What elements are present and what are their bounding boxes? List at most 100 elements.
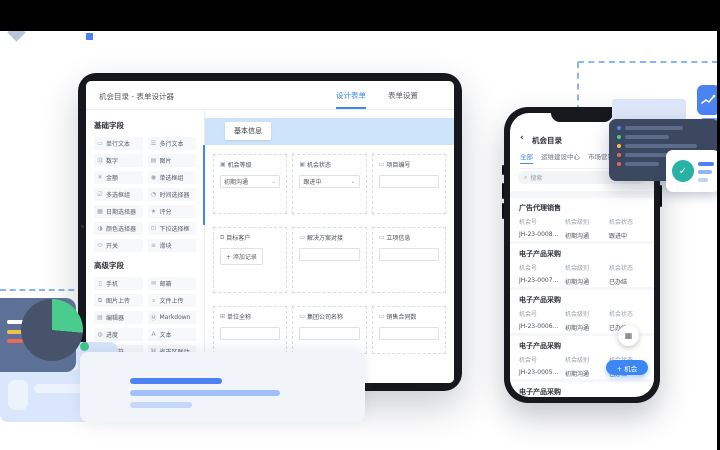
tab-design-form[interactable]: 设计表单 <box>336 91 366 109</box>
field-item-label: 编辑器 <box>106 315 125 322</box>
tab-ops-center[interactable]: 运维建设中心 <box>541 153 580 161</box>
decor-text-bar <box>130 378 222 384</box>
decor-bar <box>625 162 659 166</box>
field-library-item[interactable]: ✉ 邮箱 <box>147 277 196 290</box>
add-record-button[interactable]: + 添加记录 <box>220 248 263 265</box>
section-tab-basic-info[interactable]: 基本信息 <box>225 122 271 140</box>
text-field-icon: ▭ <box>378 161 385 168</box>
form-field-project-info[interactable]: ▭ 立项信息 <box>371 227 446 293</box>
level-select[interactable]: 初期沟通 ⌄ <box>220 175 281 188</box>
status-select[interactable]: 跟进中 ⌄ <box>299 175 360 188</box>
field-library-item[interactable]: ◉ 单选框组 <box>147 171 196 184</box>
field-item-label: 开关 <box>106 243 119 250</box>
col-header-no: 机会号 <box>519 265 538 272</box>
field-item-label: 评分 <box>159 209 172 216</box>
field-type-icon: ⬭ <box>97 241 103 249</box>
field-item-label: 颜色选择器 <box>106 226 137 233</box>
solution-input[interactable] <box>299 248 360 261</box>
phone-power-button <box>660 185 662 207</box>
checkmark-icon: ✓ <box>672 160 694 182</box>
field-type-icon: Ⓜ <box>150 315 157 322</box>
opportunity-card[interactable]: 电子产品采购 机会号 机会级别 机会状态 JH-23-0006... 初期沟通 … <box>510 290 654 336</box>
bullet-dot <box>617 126 621 130</box>
select-value: 初期沟通 <box>224 179 249 186</box>
opportunity-card[interactable]: 电子产品采购 机会号 机会级别 机会状态 <box>510 382 654 397</box>
field-library-item[interactable]: ⧉ 图片上传 <box>94 294 143 307</box>
field-item-label: 单行文本 <box>106 141 131 148</box>
form-field-project-number[interactable]: ▭ 项目编号 <box>371 154 446 214</box>
tab-all[interactable]: 全部 <box>520 151 533 164</box>
form-field-opportunity-status[interactable]: ▣ 机会状态 跟进中 ⌄ <box>292 154 367 214</box>
field-row-3: ⊞ 单位全称 ▭ 集团公司名称 ▭ 销售合同数 <box>205 297 454 358</box>
phone-mute-switch <box>502 165 504 175</box>
card-title: 电子产品采购 <box>519 342 561 350</box>
col-header-status: 机会状态 <box>609 311 634 318</box>
opportunity-no: JH-23-0006... <box>519 323 559 330</box>
form-field-company-name[interactable]: ⊞ 单位全称 <box>213 306 288 354</box>
field-library-item[interactable]: ◑ 颜色选择器 <box>94 222 143 235</box>
field-label: 机会等级 <box>227 162 252 169</box>
field-library-item[interactable]: ≡ 滑块 <box>147 239 196 252</box>
contract-count-input[interactable] <box>378 327 439 340</box>
form-field-group-company[interactable]: ▭ 集团公司名称 <box>292 306 367 354</box>
decor-text-bar <box>130 390 280 396</box>
menu-fab-button[interactable]: ▦ <box>618 325 639 346</box>
field-type-icon: ◉ <box>150 174 157 181</box>
field-library-item[interactable]: ⌅ 文件上传 <box>147 294 196 307</box>
opportunity-no: JH-23-0008... <box>519 231 559 238</box>
project-info-input[interactable] <box>378 248 439 261</box>
field-type-icon: ◔ <box>150 191 157 198</box>
field-library-item[interactable]: ▤ 图片 <box>147 154 196 167</box>
decor-lavender-rect <box>612 99 686 121</box>
field-item-label: 文件上传 <box>159 298 184 305</box>
project-number-input[interactable] <box>378 175 439 188</box>
phone-notch <box>551 113 613 122</box>
form-field-solution[interactable]: ▭ 解决方案对接 <box>292 227 367 293</box>
opportunity-list: 广告代理销售 机会号 机会级别 机会状态 JH-23-0008... 初期沟通 … <box>510 198 654 397</box>
back-icon[interactable]: ‹ <box>520 133 524 143</box>
add-opportunity-button[interactable]: + 机会 <box>606 360 648 375</box>
dashed-line-right <box>578 61 718 63</box>
sidebar-divider <box>204 110 205 383</box>
field-library-item[interactable]: Ⓜ Markdown <box>147 311 196 324</box>
tab-marketing-center[interactable]: 市场营销中心 <box>588 153 627 161</box>
field-library-item[interactable]: ◍ 进度 <box>94 328 143 341</box>
field-library-item[interactable]: ⬭ 开关 <box>94 239 143 252</box>
field-library-item[interactable]: ▯ 手机 <box>94 277 143 290</box>
decor-bar <box>625 126 683 130</box>
field-type-icon: ⌘ <box>150 348 158 355</box>
opportunity-card[interactable]: 电子产品采购 机会号 机会级别 机会状态 JH-23-0007... 初期沟通 … <box>510 244 654 290</box>
field-library-item[interactable]: ▤ 编辑器 <box>94 311 143 324</box>
decor-skeleton-panel <box>80 352 365 422</box>
card-title: 电子产品采购 <box>519 388 561 396</box>
form-field-target-customer[interactable]: ⧉ 目标客户 + 添加记录 <box>213 227 288 293</box>
decor-list-row <box>617 144 711 148</box>
search-icon: ⌕ <box>524 173 528 181</box>
tab-form-settings[interactable]: 表单设置 <box>388 91 418 100</box>
field-item-label: 进度 <box>106 332 119 339</box>
opportunity-card[interactable]: 广告代理销售 机会号 机会级别 机会状态 JH-23-0008... 初期沟通 … <box>510 198 654 244</box>
form-field-contract-count[interactable]: ▭ 销售合同数 <box>371 306 446 354</box>
col-header-level: 机会级别 <box>565 357 590 364</box>
field-library-item[interactable]: ▭ 单行文本 <box>94 137 143 150</box>
field-type-icon: ◑ <box>97 225 103 232</box>
field-library-item[interactable]: ▦ 日期选择器 <box>94 205 143 218</box>
group-company-input[interactable] <box>299 327 360 340</box>
field-item-label: 手机 <box>106 281 119 288</box>
company-name-input[interactable] <box>220 327 281 340</box>
trend-line-icon <box>701 94 716 104</box>
field-library-item[interactable]: ☑ 多选框组 <box>94 188 143 201</box>
page-title: 机会目录 - 表单设计器 <box>99 92 174 101</box>
field-library-item[interactable]: ☰ 多行文本 <box>147 137 196 150</box>
card-title: 电子产品采购 <box>519 250 561 258</box>
field-library-item[interactable]: ★ 评分 <box>147 205 196 218</box>
field-library-item[interactable]: ㉓ 数字 <box>94 154 143 167</box>
field-library-item[interactable]: ¥ 金额 <box>94 171 143 184</box>
field-library-item[interactable]: ⊡ 下拉选择框 <box>147 222 196 235</box>
text-field-icon: ⊞ <box>220 313 226 320</box>
field-type-icon: ▤ <box>150 157 157 164</box>
field-library-item[interactable]: ◔ 时间选择器 <box>147 188 196 201</box>
text-field-icon: ▭ <box>299 234 305 241</box>
form-field-opportunity-level[interactable]: ▣ 机会等级 初期沟通 ⌄ <box>213 154 288 214</box>
field-library-item[interactable]: A 文本 <box>147 328 196 341</box>
